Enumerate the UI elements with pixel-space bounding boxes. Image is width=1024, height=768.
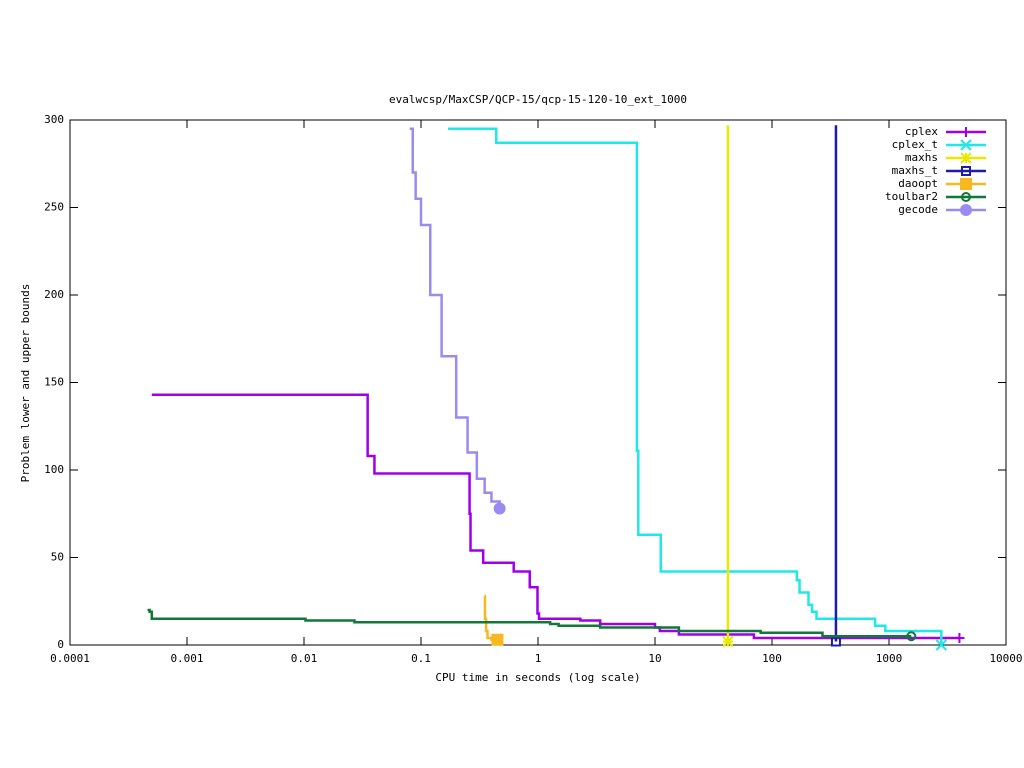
y-axis-label: Problem lower and upper bounds	[19, 284, 32, 483]
x-tick-label: 10000	[989, 652, 1022, 665]
y-tick-label: 50	[51, 551, 64, 564]
chart-title: evalwcsp/MaxCSP/QCP-15/qcp-15-120-10_ext…	[389, 93, 687, 106]
x-tick-label: 0.01	[291, 652, 318, 665]
x-tick-label: 1	[535, 652, 542, 665]
legend-marker	[960, 204, 972, 216]
legend-marker	[961, 166, 971, 176]
legend-label: gecode	[898, 203, 938, 216]
legend-label: cplex_t	[892, 138, 938, 151]
series-line	[483, 594, 498, 641]
x-axis-label: CPU time in seconds (log scale)	[435, 671, 640, 684]
legend-marker	[960, 152, 972, 164]
y-tick-label: 100	[44, 463, 64, 476]
marker	[493, 502, 506, 515]
legend-marker	[961, 127, 971, 137]
series-line	[409, 127, 501, 509]
series-line	[447, 127, 943, 645]
series-line	[147, 608, 912, 638]
x-tick-label: 0.1	[411, 652, 431, 665]
legend-marker	[960, 178, 972, 190]
marker	[722, 635, 734, 648]
legend-marker	[960, 139, 972, 151]
x-tick-label: 100	[762, 652, 782, 665]
series-line	[151, 393, 960, 640]
legend-label: maxhs	[905, 151, 938, 164]
y-tick-label: 300	[44, 113, 64, 126]
y-tick-label: 250	[44, 201, 64, 214]
y-tick-label: 200	[44, 288, 64, 301]
legend-label: toulbar2	[885, 190, 938, 203]
plot-frame	[69, 119, 1007, 646]
marker	[906, 631, 917, 642]
legend-marker	[961, 192, 971, 202]
y-tick-label: 0	[57, 638, 64, 651]
legend-label: cplex	[905, 125, 938, 138]
marker	[954, 633, 965, 643]
x-tick-label: 1000	[876, 652, 903, 665]
marker	[935, 639, 948, 651]
y-tick-label: 150	[44, 376, 64, 389]
x-tick-label: 0.0001	[50, 652, 90, 665]
legend-label: daoopt	[898, 177, 938, 190]
x-tick-label: 0.001	[170, 652, 203, 665]
legend-label: maxhs_t	[892, 164, 938, 177]
x-tick-label: 10	[648, 652, 661, 665]
marker	[491, 633, 504, 646]
